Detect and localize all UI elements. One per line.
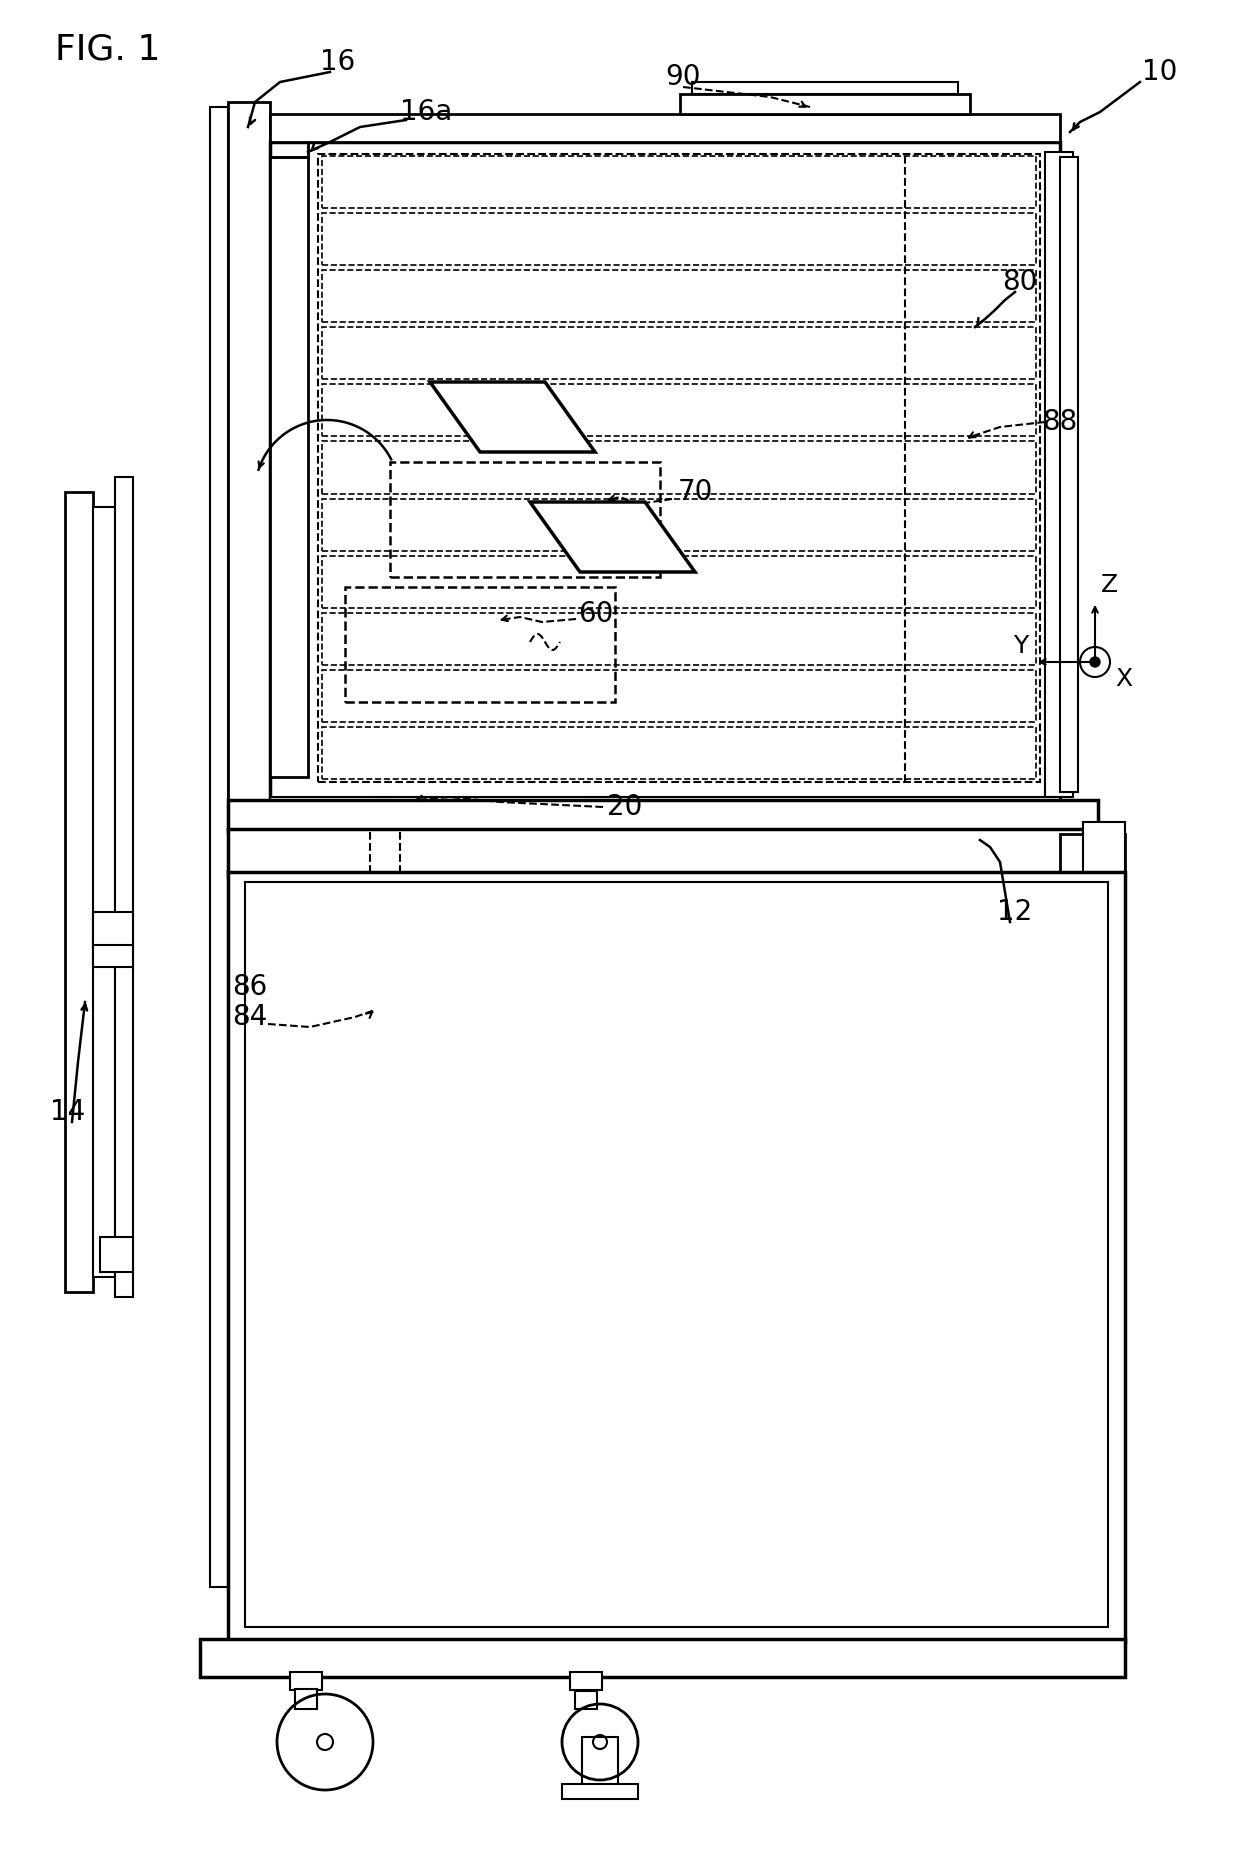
Bar: [1045, 152, 1073, 797]
Bar: [322, 498, 1035, 550]
Bar: [270, 114, 1060, 142]
Text: Y: Y: [1013, 635, 1028, 657]
Bar: [228, 829, 1097, 876]
Bar: [322, 213, 1035, 266]
Text: 20: 20: [608, 794, 642, 822]
Text: 90: 90: [665, 64, 701, 92]
Circle shape: [1090, 657, 1100, 666]
Bar: [290, 1672, 322, 1690]
Bar: [692, 82, 959, 94]
Bar: [580, 799, 608, 822]
Bar: [1060, 157, 1078, 792]
Bar: [322, 155, 1035, 208]
Bar: [575, 1690, 596, 1709]
Bar: [295, 1689, 317, 1709]
Text: 16a: 16a: [399, 97, 453, 125]
Text: 86: 86: [232, 973, 268, 1002]
Bar: [322, 384, 1035, 436]
Bar: [1060, 835, 1125, 872]
Bar: [93, 507, 115, 1277]
Bar: [1083, 822, 1125, 876]
Bar: [322, 328, 1035, 380]
Text: 84: 84: [232, 1003, 268, 1031]
Polygon shape: [430, 382, 595, 451]
Bar: [322, 442, 1035, 494]
Bar: [93, 945, 133, 968]
Bar: [93, 912, 133, 947]
Text: 88: 88: [1043, 408, 1078, 436]
Bar: [570, 1672, 601, 1690]
Bar: [246, 882, 1109, 1627]
Bar: [391, 462, 660, 577]
Bar: [228, 101, 270, 1591]
Text: 14: 14: [51, 1099, 86, 1125]
Text: Z: Z: [1101, 573, 1118, 597]
Bar: [228, 872, 1125, 1642]
Bar: [317, 154, 1040, 782]
Bar: [680, 94, 970, 114]
Bar: [270, 142, 1060, 801]
Text: X: X: [1115, 666, 1132, 691]
Text: 10: 10: [1142, 58, 1178, 86]
Text: 16: 16: [320, 49, 356, 77]
Text: 70: 70: [677, 477, 713, 505]
Text: 60: 60: [578, 601, 614, 627]
Bar: [115, 477, 133, 1297]
Bar: [200, 1640, 1125, 1677]
Bar: [322, 670, 1035, 723]
Polygon shape: [529, 502, 694, 573]
Bar: [210, 107, 228, 1587]
Bar: [322, 270, 1035, 322]
Bar: [270, 157, 308, 777]
Bar: [345, 588, 615, 702]
Text: FIG. 1: FIG. 1: [55, 32, 160, 66]
Bar: [100, 1237, 133, 1271]
Bar: [322, 726, 1035, 779]
Text: 80: 80: [1002, 268, 1038, 296]
Bar: [270, 797, 1060, 814]
Text: 12: 12: [997, 899, 1033, 927]
Bar: [228, 799, 1097, 831]
Bar: [582, 1737, 618, 1788]
Bar: [322, 556, 1035, 608]
Bar: [64, 492, 93, 1292]
Bar: [322, 612, 1035, 665]
Bar: [370, 799, 398, 822]
Bar: [562, 1784, 639, 1799]
